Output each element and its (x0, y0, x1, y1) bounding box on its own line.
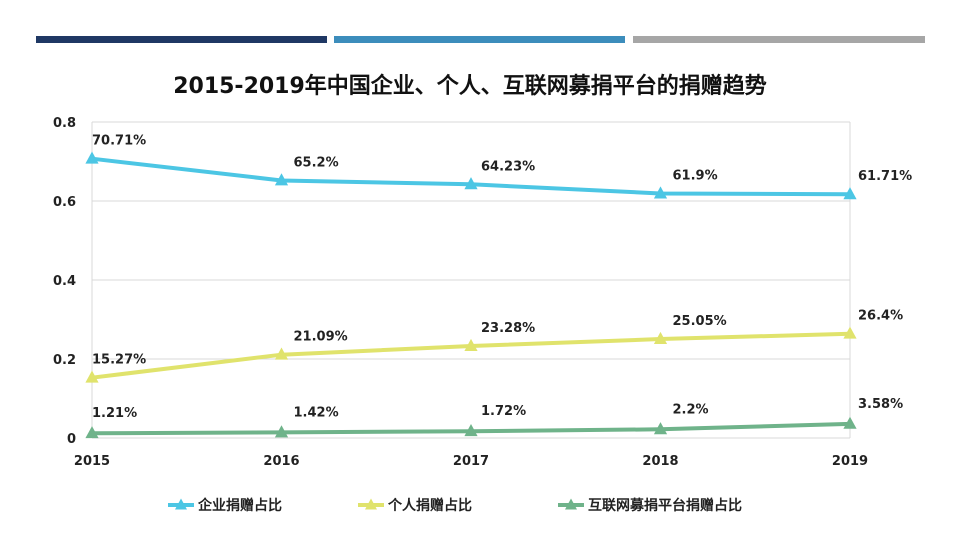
legend-marker (175, 498, 187, 510)
y-tick-label: 0 (67, 432, 76, 447)
data-label: 3.58% (858, 397, 903, 412)
data-point-marker (274, 173, 289, 186)
series-2: 15.27% 21.09% 23.28% 25.05% 26.4% (85, 309, 903, 383)
data-label: 26.4% (858, 309, 903, 324)
x-tick-label: 2018 (642, 454, 678, 469)
data-label: 1.42% (294, 405, 339, 420)
data-point-marker (85, 151, 99, 164)
data-label: 1.72% (481, 404, 526, 419)
data-label: 15.27% (92, 353, 146, 368)
data-point-marker (85, 370, 99, 383)
legend-marker (565, 498, 577, 510)
y-tick-label: 0.4 (53, 274, 76, 289)
data-point-marker (843, 326, 857, 339)
data-point-marker (274, 347, 289, 360)
x-axis: 2015 2016 2017 2018 2019 (74, 454, 868, 469)
x-tick-label: 2019 (832, 454, 868, 469)
data-label: 2.2% (673, 402, 709, 417)
legend-item-2: 个人捐赠占比 (358, 497, 472, 514)
data-point-marker (274, 425, 289, 438)
data-point-marker (843, 187, 857, 200)
data-point-marker (464, 177, 478, 190)
x-tick-label: 2017 (453, 454, 489, 469)
data-label: 61.9% (673, 168, 718, 183)
header-bar-gray (633, 36, 925, 43)
series-group: 70.71% 65.2% 64.23% 61.9% 61.71% 15.27% 21.09%… (85, 134, 912, 439)
x-tick-label: 2015 (74, 454, 110, 469)
chart-title: 2015-2019年中国企业、个人、互联网募捐平台的捐赠趋势 (173, 73, 767, 99)
data-label: 64.23% (481, 159, 535, 174)
x-tick-label: 2016 (263, 454, 299, 469)
data-point-marker (653, 186, 668, 199)
chart-grid (91, 121, 851, 439)
data-point-marker (843, 416, 857, 429)
y-tick-label: 0.8 (53, 116, 76, 131)
data-label: 1.21% (92, 406, 137, 421)
data-point-marker (653, 331, 668, 345)
data-label: 70.71% (92, 134, 146, 149)
data-label: 23.28% (481, 321, 535, 336)
y-tick-label: 0.6 (53, 195, 76, 210)
legend-label: 个人捐赠占比 (387, 497, 472, 514)
data-point-marker (464, 424, 478, 437)
y-axis: 0 0.2 0.4 0.6 0.8 (53, 116, 76, 447)
chart-legend: 企业捐赠占比 个人捐赠占比 互联网募捐平台捐赠占比 (168, 497, 742, 514)
legend-marker (365, 498, 377, 510)
header-bar-navy (36, 36, 327, 43)
legend-item-3: 互联网募捐平台捐赠占比 (558, 497, 742, 514)
data-label: 61.71% (858, 169, 912, 184)
legend-label: 互联网募捐平台捐赠占比 (588, 497, 742, 514)
data-label: 21.09% (294, 330, 348, 345)
data-label: 25.05% (673, 314, 727, 329)
series-3: 1.21% 1.42% 1.72% 2.2% 3.58% (85, 397, 903, 439)
series-1: 70.71% 65.2% 64.23% 61.9% 61.71% (85, 134, 912, 200)
data-point-marker (85, 426, 99, 439)
header-bar-blue (334, 36, 625, 43)
data-point-marker (653, 422, 668, 435)
data-label: 65.2% (294, 155, 339, 170)
legend-item-1: 企业捐赠占比 (168, 497, 282, 514)
y-tick-label: 0.2 (53, 353, 76, 368)
legend-label: 企业捐赠占比 (197, 497, 282, 514)
data-point-marker (464, 338, 478, 351)
